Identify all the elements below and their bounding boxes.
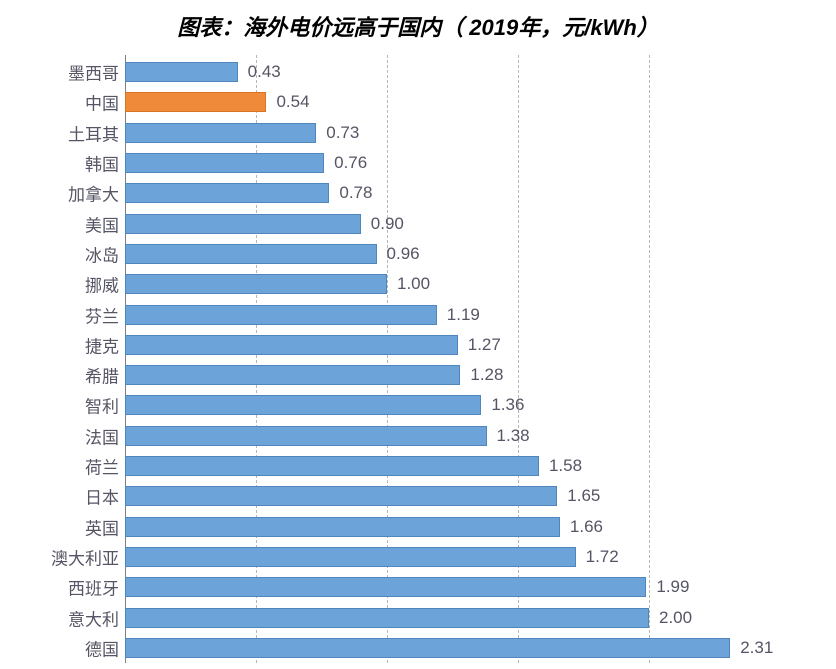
bar-row: 意大利2.00 (125, 602, 780, 632)
category-label: 土耳其 (68, 120, 125, 145)
value-label: 2.00 (649, 608, 692, 628)
category-label: 澳大利亚 (51, 544, 125, 569)
bar-row: 英国1.66 (125, 512, 780, 542)
value-label: 2.31 (730, 638, 773, 658)
category-label: 日本 (85, 484, 125, 509)
bar (125, 335, 458, 355)
bar-row: 美国0.90 (125, 209, 780, 239)
category-label: 西班牙 (68, 575, 125, 600)
bar-row: 加拿大0.78 (125, 178, 780, 208)
bar (125, 577, 646, 597)
bar-row: 芬兰1.19 (125, 299, 780, 329)
bar-row: 希腊1.28 (125, 360, 780, 390)
value-label: 1.19 (437, 305, 480, 325)
category-label: 韩国 (85, 151, 125, 176)
value-label: 1.00 (387, 274, 430, 294)
category-label: 荷兰 (85, 454, 125, 479)
value-label: 1.58 (539, 456, 582, 476)
value-label: 0.73 (316, 123, 359, 143)
bar (125, 274, 387, 294)
bar (125, 183, 329, 203)
chart-container: 图表：海外电价远高于国内（ 2019年，元/kWh） 墨西哥0.43中国0.54… (0, 0, 836, 669)
value-label: 1.66 (560, 517, 603, 537)
bar-row: 冰岛0.96 (125, 239, 780, 269)
value-label: 1.99 (646, 577, 689, 597)
category-label: 墨西哥 (68, 60, 125, 85)
chart-title: 图表：海外电价远高于国内（ 2019年，元/kWh） (0, 10, 836, 42)
bar (125, 547, 576, 567)
bar (125, 305, 437, 325)
value-label: 1.38 (487, 426, 530, 446)
bar-row: 智利1.36 (125, 390, 780, 420)
category-label: 意大利 (68, 605, 125, 630)
category-label: 冰岛 (85, 241, 125, 266)
bar (125, 638, 730, 658)
category-label: 德国 (85, 635, 125, 660)
bar (125, 456, 539, 476)
bar-row: 澳大利亚1.72 (125, 542, 780, 572)
bar-row: 墨西哥0.43 (125, 57, 780, 87)
category-label: 加拿大 (68, 181, 125, 206)
bar (125, 517, 560, 537)
category-label: 中国 (85, 90, 125, 115)
bar-row: 日本1.65 (125, 481, 780, 511)
category-label: 希腊 (85, 363, 125, 388)
value-label: 1.36 (481, 395, 524, 415)
value-label: 1.65 (557, 486, 600, 506)
bar-row: 挪威1.00 (125, 269, 780, 299)
category-label: 智利 (85, 393, 125, 418)
bar (125, 608, 649, 628)
bar-row: 西班牙1.99 (125, 572, 780, 602)
category-label: 英国 (85, 514, 125, 539)
bar-highlight (125, 92, 266, 112)
value-label: 0.43 (238, 62, 281, 82)
bar-row: 韩国0.76 (125, 148, 780, 178)
bar (125, 395, 481, 415)
value-label: 0.96 (377, 244, 420, 264)
category-label: 挪威 (85, 272, 125, 297)
category-label: 美国 (85, 211, 125, 236)
bar-row: 中国0.54 (125, 87, 780, 117)
value-label: 0.90 (361, 214, 404, 234)
bar (125, 62, 238, 82)
value-label: 0.76 (324, 153, 367, 173)
bar (125, 486, 557, 506)
bar-row: 荷兰1.58 (125, 451, 780, 481)
value-label: 1.28 (460, 365, 503, 385)
bar-row: 捷克1.27 (125, 330, 780, 360)
value-label: 1.72 (576, 547, 619, 567)
value-label: 0.78 (329, 183, 372, 203)
category-label: 法国 (85, 423, 125, 448)
category-label: 捷克 (85, 332, 125, 357)
bar (125, 153, 324, 173)
bar (125, 365, 460, 385)
bar (125, 214, 361, 234)
value-label: 1.27 (458, 335, 501, 355)
bar-row: 德国2.31 (125, 633, 780, 663)
bar (125, 244, 377, 264)
category-label: 芬兰 (85, 302, 125, 327)
bar-row: 法国1.38 (125, 421, 780, 451)
value-label: 0.54 (266, 92, 309, 112)
bar-row: 土耳其0.73 (125, 118, 780, 148)
plot-area: 墨西哥0.43中国0.54土耳其0.73韩国0.76加拿大0.78美国0.90冰… (125, 55, 780, 663)
bar (125, 426, 487, 446)
bar (125, 123, 316, 143)
